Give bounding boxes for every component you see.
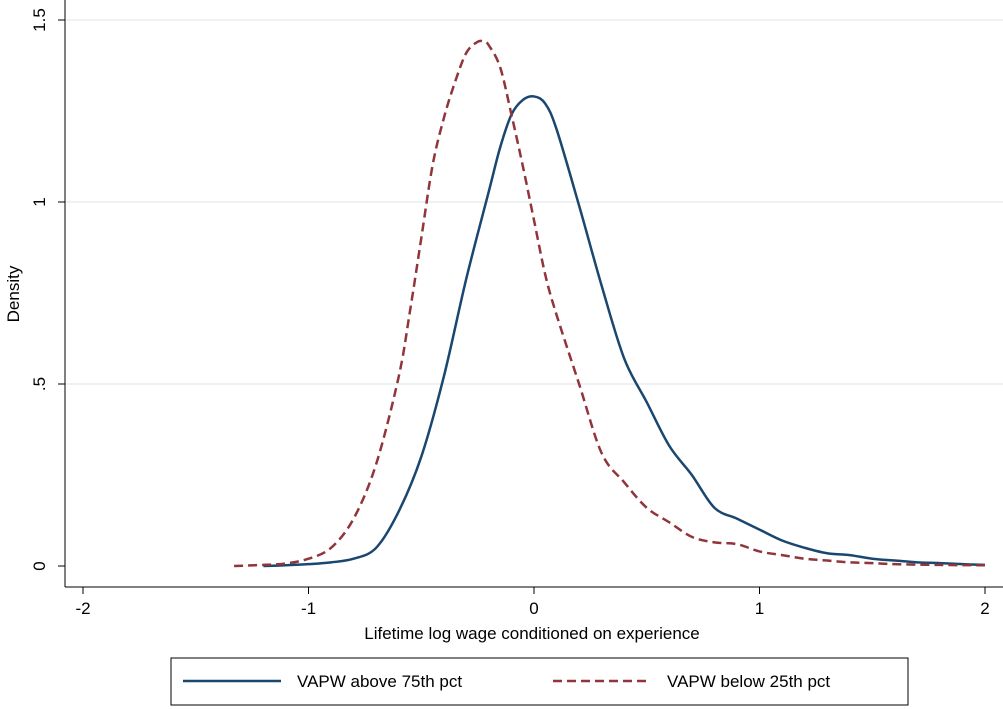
x-tick-label-1: -1: [301, 599, 316, 618]
y-tick-label-1: .5: [30, 377, 49, 391]
x-tick-label-0: -2: [75, 599, 90, 618]
legend-label-above-75th: VAPW above 75th pct: [297, 672, 462, 691]
x-tick-label-4: 2: [980, 599, 989, 618]
x-tick-label-3: 1: [755, 599, 764, 618]
gridlines: [65, 19, 1003, 385]
y-tick-label-0: 0: [30, 561, 49, 570]
legend-box: [170, 657, 909, 706]
y-axis-title: Density: [4, 265, 23, 322]
series-line-below-25th: [234, 39, 986, 568]
legend: VAPW above 75th pct VAPW below 25th pct: [170, 657, 909, 706]
axes: 0 .5 1 1.5 -2 -1 0 1 2: [30, 0, 1003, 618]
series-line-above-75th: [263, 95, 986, 568]
series-lines: [234, 39, 986, 568]
x-tick-label-2: 0: [529, 599, 538, 618]
y-tick-label-3: 1.5: [30, 8, 49, 32]
legend-label-below-25th: VAPW below 25th pct: [667, 672, 830, 691]
x-axis-title: Lifetime log wage conditioned on experie…: [364, 624, 700, 643]
y-tick-label-2: 1: [30, 197, 49, 206]
